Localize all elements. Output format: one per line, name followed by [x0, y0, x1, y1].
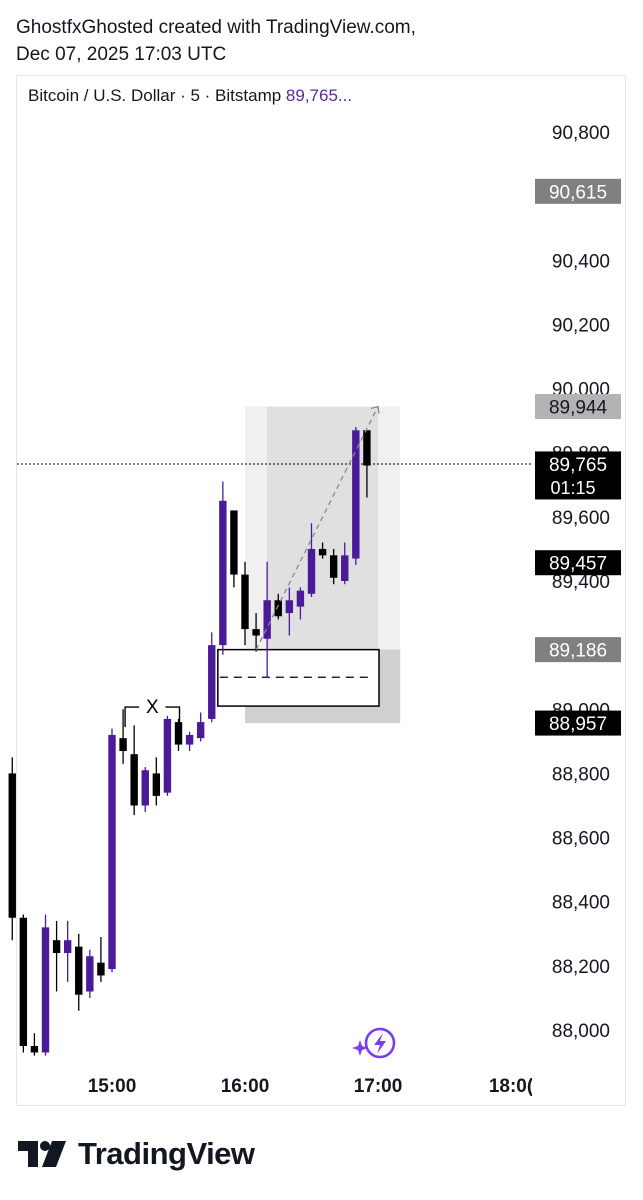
price-axis-label-bg [535, 451, 621, 500]
candle-body [296, 590, 305, 607]
candle-body [241, 574, 249, 630]
candle-body [219, 500, 227, 646]
candle-body [108, 734, 116, 970]
price-axis-label: 89,765 [549, 455, 607, 476]
candle-body [196, 722, 205, 739]
y-axis-tick-label: 90,200 [552, 315, 610, 336]
candle-body [97, 962, 105, 976]
price-axis-label-bg [535, 394, 621, 420]
candle-body [152, 773, 161, 796]
candle-body [63, 940, 72, 954]
candle-body [363, 430, 371, 466]
y-axis-tick-label: 88,000 [552, 1021, 610, 1042]
candle-body [285, 600, 294, 614]
candle-body [252, 629, 260, 636]
candle-body [119, 738, 127, 751]
chart-frame [16, 75, 626, 1106]
candle-body [19, 917, 28, 1047]
tradingview-logo[interactable]: TradingView [18, 1136, 255, 1172]
projection-arrow-head [370, 405, 380, 414]
y-axis-tick-label: 88,200 [552, 957, 610, 978]
chart-attribution: GhostfxGhosted created with TradingView.… [16, 14, 416, 68]
price-axis-label: 89,944 [549, 398, 608, 419]
price-axis-label-bg [535, 710, 621, 736]
candle-body [86, 956, 94, 992]
y-axis-tick-label: 89,600 [552, 508, 610, 529]
y-axis-tick-label: 89,400 [552, 572, 610, 593]
lightning-icon [364, 1027, 396, 1059]
candle-body [130, 754, 138, 806]
candle-body [230, 510, 238, 575]
price-axis-label: 88,957 [549, 714, 607, 735]
symbol-description: Bitcoin / U.S. Dollar · 5 · Bitstamp [28, 86, 282, 105]
x-axis-tick-label: 15:00 [88, 1076, 137, 1097]
candle-body [30, 1046, 39, 1053]
x-axis-tick-label: 17:00 [354, 1076, 403, 1097]
price-axis-label: 89,186 [549, 641, 607, 662]
legend-last-price: 89,765... [285, 86, 353, 105]
y-axis-tick-label: 88,600 [552, 829, 610, 850]
candle-body [263, 600, 271, 639]
attribution-line: GhostfxGhosted created with TradingView.… [16, 17, 416, 38]
candle-body [329, 555, 338, 578]
candle-body [141, 770, 149, 806]
zone-rectangle [217, 648, 380, 707]
candle-body [307, 548, 316, 594]
range-box-upper-shade [267, 406, 378, 650]
lightning-bolt-icon [374, 1033, 386, 1054]
y-axis-tick-label: 90,800 [552, 123, 610, 144]
x-marker-label: X [146, 697, 159, 718]
candle-body [174, 722, 183, 745]
snapshot-timestamp: Dec 07, 2025 17:03 UTC [16, 44, 227, 65]
x-marker-left-bracket [124, 706, 140, 728]
candle-body [163, 718, 172, 793]
price-axis-label: 89,457 [549, 554, 607, 575]
x-axis-tick-label: 18:0( [489, 1076, 534, 1097]
y-axis-tick-label: 88,400 [552, 893, 610, 914]
candle-body [208, 645, 216, 719]
sparkle-icon [352, 1040, 368, 1056]
candle-body [341, 555, 349, 581]
candle-body [41, 927, 50, 1053]
candle-body [318, 548, 327, 556]
tradingview-wordmark: TradingView [78, 1136, 255, 1171]
y-axis-tick-label: 88,800 [552, 764, 610, 785]
price-axis-label: 90,615 [549, 182, 607, 203]
candle-body [352, 430, 360, 559]
x-axis-clip [532, 1070, 612, 1100]
price-axis-label-bg [535, 178, 621, 204]
candle-body [75, 946, 83, 995]
candle-body [52, 940, 61, 954]
x-marker-right-bracket [165, 706, 181, 728]
tradingview-logo-icon [18, 1141, 66, 1167]
candle-body [274, 600, 282, 617]
price-axis-label-bg [535, 637, 621, 663]
x-axis-tick-label: 16:00 [221, 1076, 270, 1097]
symbol-legend[interactable]: Bitcoin / U.S. Dollar · 5 · Bitstamp 89,… [28, 86, 352, 106]
y-axis-tick-label: 90,400 [552, 251, 610, 272]
bar-countdown-label: 01:15 [550, 478, 595, 498]
candle-body [185, 734, 194, 745]
candle-body [8, 773, 16, 918]
projection-arrow-line [255, 406, 379, 650]
price-axis-label-bg [535, 550, 621, 576]
